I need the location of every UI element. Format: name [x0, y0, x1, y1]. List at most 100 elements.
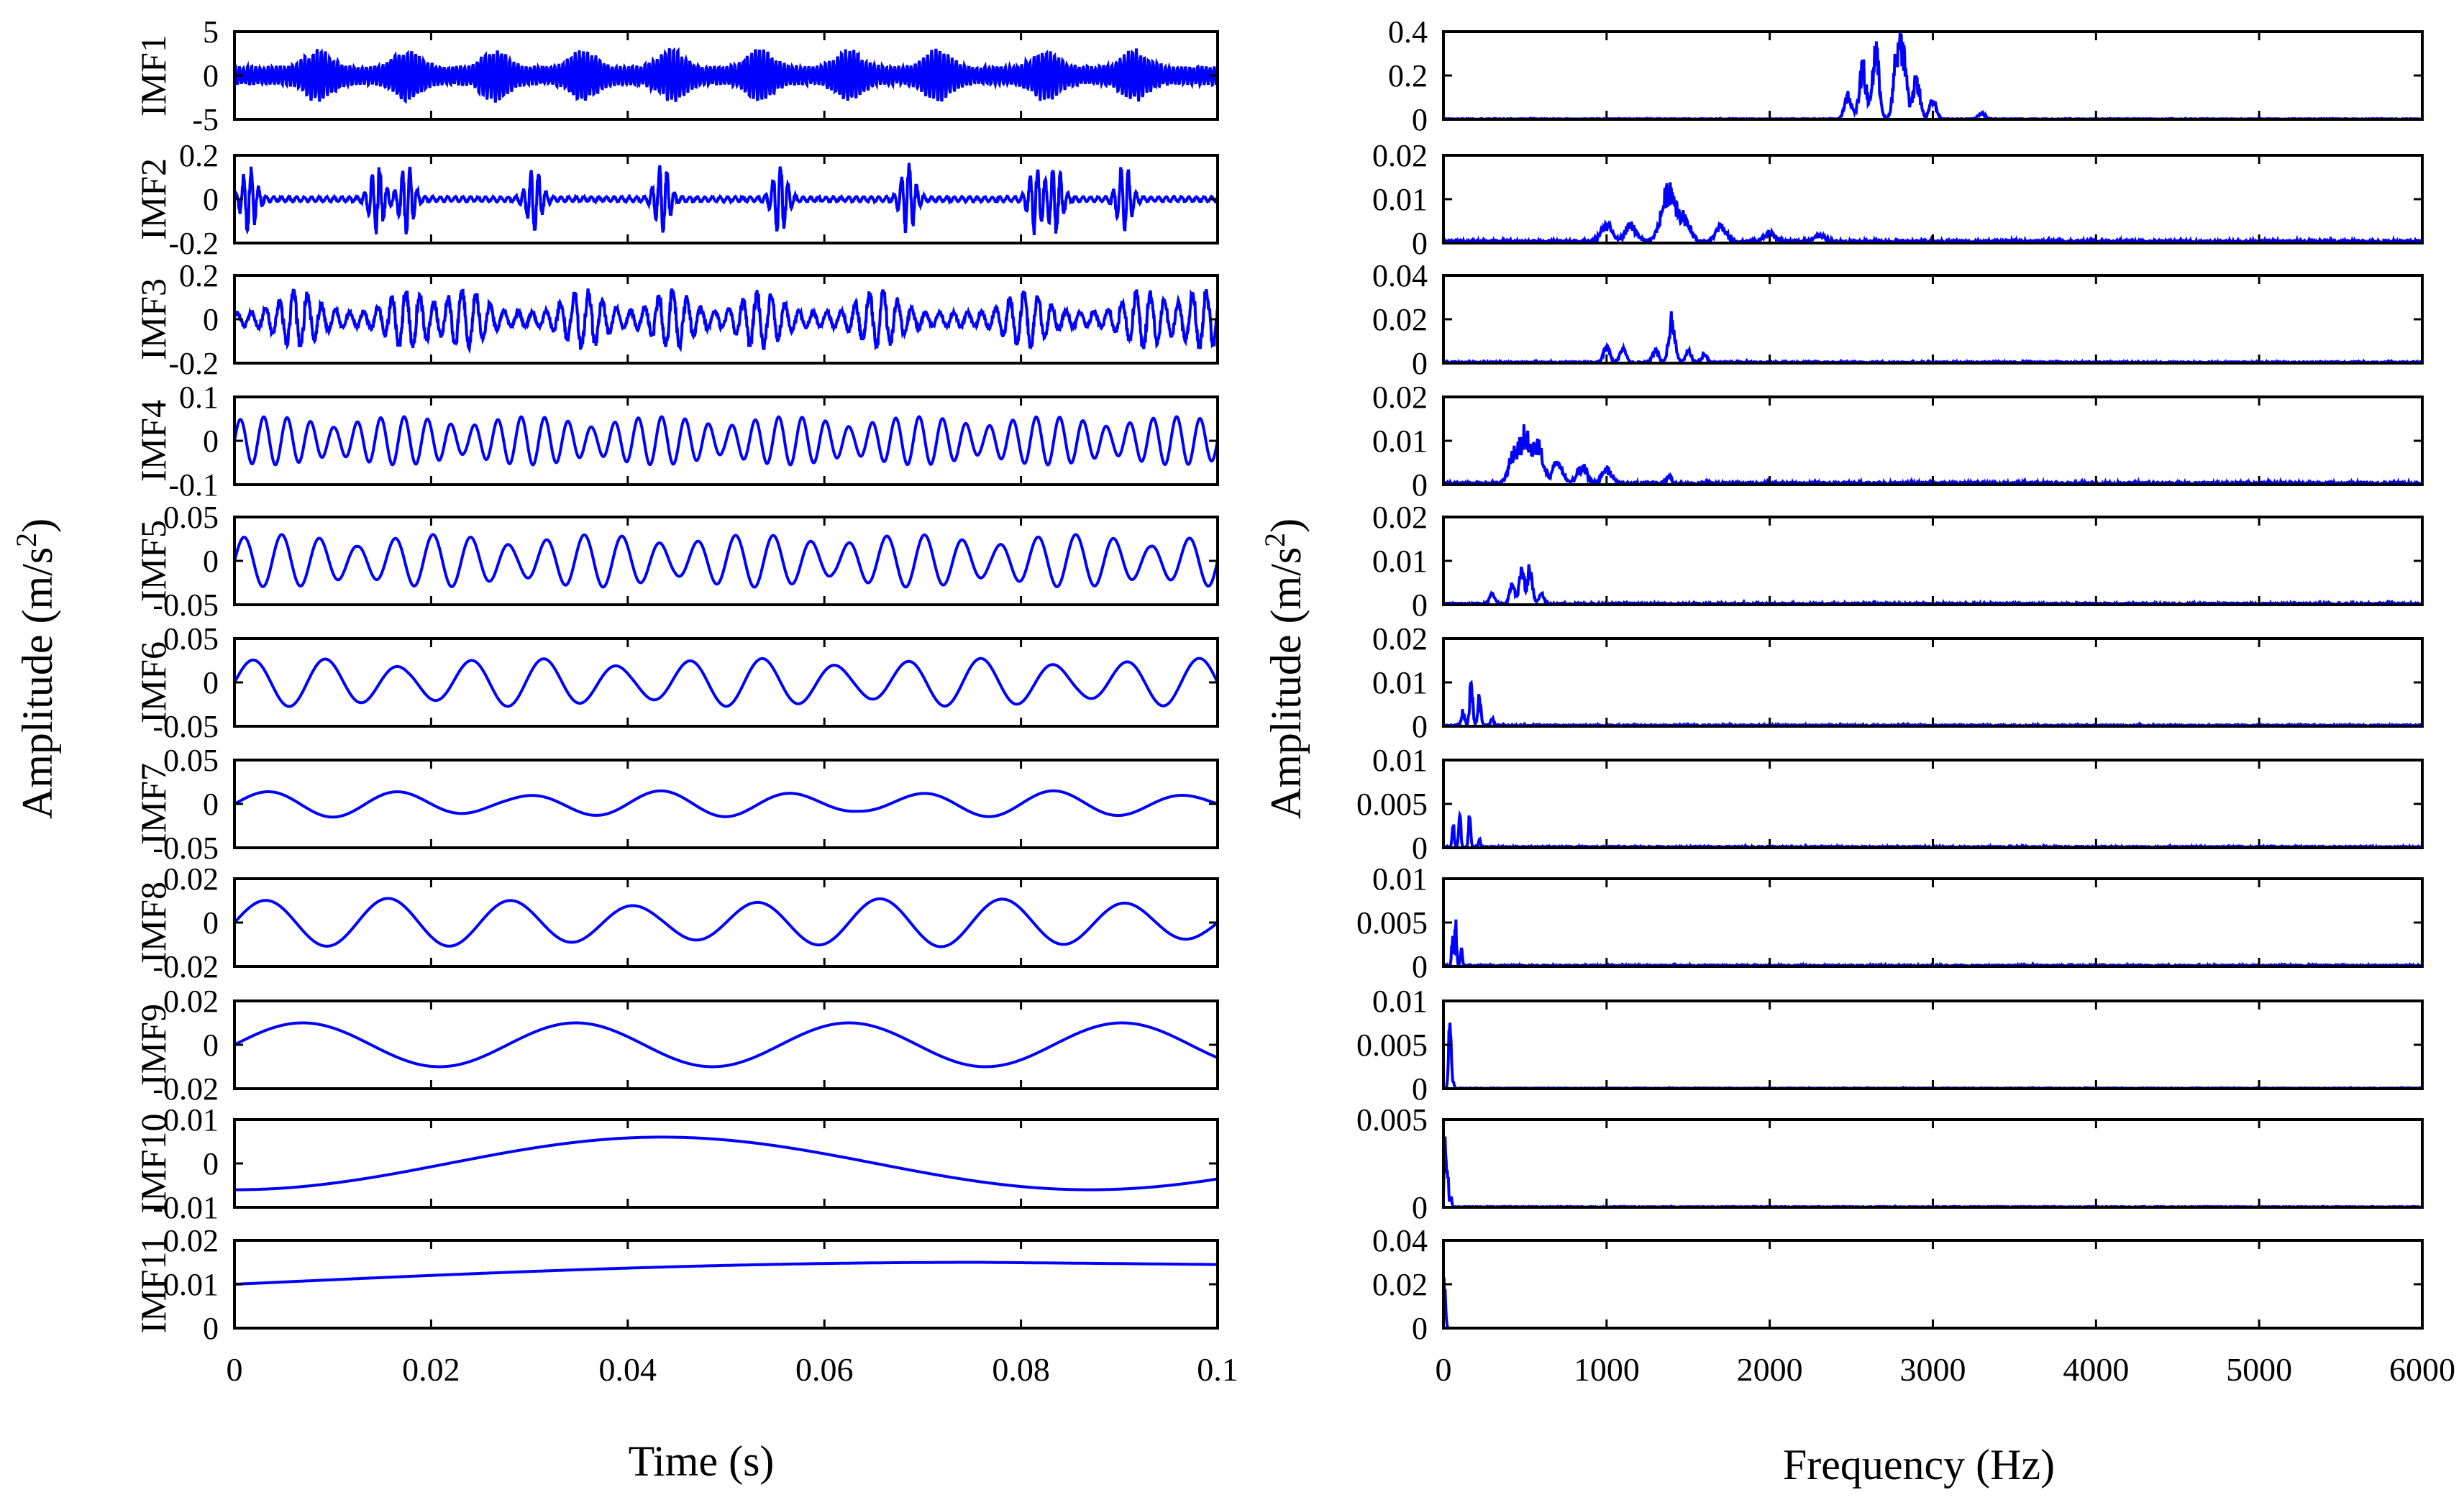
panel-frame — [1442, 1118, 2424, 1209]
y-tick-label: 0.2 — [1388, 58, 1428, 93]
y-tick-label: 0.01 — [1372, 665, 1428, 700]
y-tick-label: -0.2 — [168, 346, 219, 381]
series-line — [234, 897, 1218, 948]
y-tick-label: 0.01 — [163, 1267, 219, 1302]
panel-frame — [1442, 274, 2424, 365]
series-line — [234, 657, 1218, 708]
panel-frame — [1442, 516, 2424, 606]
y-tick-label: 0.01 — [1372, 861, 1428, 897]
y-tick-label: 0.2 — [179, 258, 219, 293]
y-tick-label: -0.02 — [152, 1071, 219, 1107]
y-tick-label: 0 — [203, 424, 219, 459]
frequency-axis-label: Frequency (Hz) — [1783, 1441, 2055, 1488]
panel-frame — [233, 1239, 1219, 1330]
x-tick-label: 0.02 — [402, 1351, 460, 1388]
x-tick-label: 0 — [1436, 1351, 1452, 1388]
series-line — [234, 1261, 1218, 1286]
y-tick-label: 0 — [1412, 949, 1428, 984]
imf-label: IMF7 — [133, 763, 173, 845]
panel-frame — [1442, 1239, 2424, 1330]
series-line — [234, 415, 1218, 467]
y-tick-label: 0.01 — [1372, 743, 1428, 778]
spectrum-panel-5: 0.02 0.01 0 — [1372, 500, 2424, 623]
y-tick-label: 0.04 — [1372, 1223, 1428, 1258]
x-tick-label: 5000 — [2226, 1351, 2292, 1388]
x-tick-label: 0 — [227, 1351, 243, 1388]
panel-frame — [1442, 395, 2424, 486]
spectrum-panel-3: 0.04 0.02 0 — [1372, 258, 2424, 381]
series-line — [234, 1021, 1218, 1069]
y-tick-label: -0.02 — [152, 949, 219, 984]
panel-frame — [1442, 877, 2424, 968]
y-tick-label: 0.2 — [179, 138, 219, 173]
imf-label: IMF10 — [133, 1114, 173, 1214]
y-tick-label: 0.04 — [1372, 258, 1428, 293]
y-tick-label: 0.005 — [1356, 905, 1428, 941]
imf-label: IMF11 — [133, 1235, 173, 1333]
y-tick-label: 5 — [203, 14, 219, 50]
imf-label: IMF6 — [133, 641, 173, 723]
y-tick-label: 0.1 — [179, 380, 219, 415]
panel-frame — [1442, 999, 2424, 1090]
imf-label: IMF1 — [133, 35, 173, 116]
frequency-amplitude-axis-label: Amplitude (m/s2) — [1259, 518, 1310, 819]
series-line — [234, 47, 1218, 104]
spectrum-panel-8: 0.01 0.005 0 — [1356, 861, 2424, 984]
y-tick-label: 0 — [203, 302, 219, 337]
frequency-spectrum-chart: 0.40.200.020.0100.040.0200.020.0100.020.… — [1356, 14, 2455, 1388]
y-tick-label: 0.01 — [163, 1102, 219, 1138]
panel-frame — [233, 759, 1219, 849]
y-tick-label: -0.05 — [152, 709, 219, 744]
y-tick-label: -0.05 — [152, 831, 219, 866]
series-line — [1443, 32, 2422, 119]
y-tick-label: 0.02 — [1372, 500, 1428, 535]
y-tick-label: 0.01 — [1372, 544, 1428, 579]
x-tick-label: 0.08 — [992, 1351, 1050, 1388]
y-tick-label: 0 — [1412, 346, 1428, 381]
series-line — [234, 288, 1218, 354]
time-axis-label: Time (s) — [629, 1437, 775, 1485]
y-tick-label: 0.01 — [1372, 984, 1428, 1019]
x-tick-label: 3000 — [1900, 1351, 1966, 1388]
series-line — [234, 789, 1218, 819]
x-tick-label: 0.1 — [1197, 1351, 1238, 1388]
series-line — [1443, 182, 2422, 243]
y-tick-label: -0.1 — [168, 467, 219, 503]
series-line — [234, 533, 1218, 589]
y-tick-label: 0 — [1412, 1071, 1428, 1107]
x-tick-label: 2000 — [1737, 1351, 1803, 1388]
y-tick-label: -0.05 — [152, 587, 219, 623]
y-tick-label: 0 — [203, 787, 219, 822]
x-tick-label: 4000 — [2063, 1351, 2129, 1388]
y-tick-label: 0 — [1412, 709, 1428, 744]
panel-frame — [1442, 637, 2424, 728]
y-tick-label: 0.05 — [163, 621, 219, 657]
y-tick-label: 0 — [203, 905, 219, 941]
y-tick-label: 0 — [203, 58, 219, 93]
series-line — [1443, 1023, 2422, 1089]
spectrum-panel-4: 0.02 0.01 0 — [1372, 380, 2424, 503]
y-tick-label: 0.02 — [1372, 621, 1428, 657]
panel-frame — [233, 999, 1219, 1090]
spectrum-panel-7: 0.01 0.005 0 — [1356, 743, 2424, 866]
y-tick-label: 0 — [203, 665, 219, 700]
y-tick-label: -0.01 — [152, 1190, 219, 1225]
spectrum-panel-1: 0.4 0.2 0 — [1388, 14, 2424, 137]
imf-label: IMF2 — [133, 158, 173, 240]
series-line — [1443, 424, 2422, 485]
y-tick-label: 0 — [1412, 467, 1428, 503]
y-tick-label: 0.05 — [163, 500, 219, 535]
time-panel-11: 0.02 0.01 0 IMF11 — [133, 1223, 1219, 1346]
y-tick-label: 0 — [1412, 831, 1428, 866]
y-tick-label: 0.01 — [1372, 182, 1428, 217]
y-tick-label: 0 — [1412, 1311, 1428, 1346]
spectrum-panel-10: 0.005 0 — [1356, 1102, 2424, 1225]
y-tick-label: 0 — [203, 182, 219, 217]
imf-label: IMF8 — [133, 882, 173, 964]
y-tick-label: -0.2 — [168, 226, 219, 261]
